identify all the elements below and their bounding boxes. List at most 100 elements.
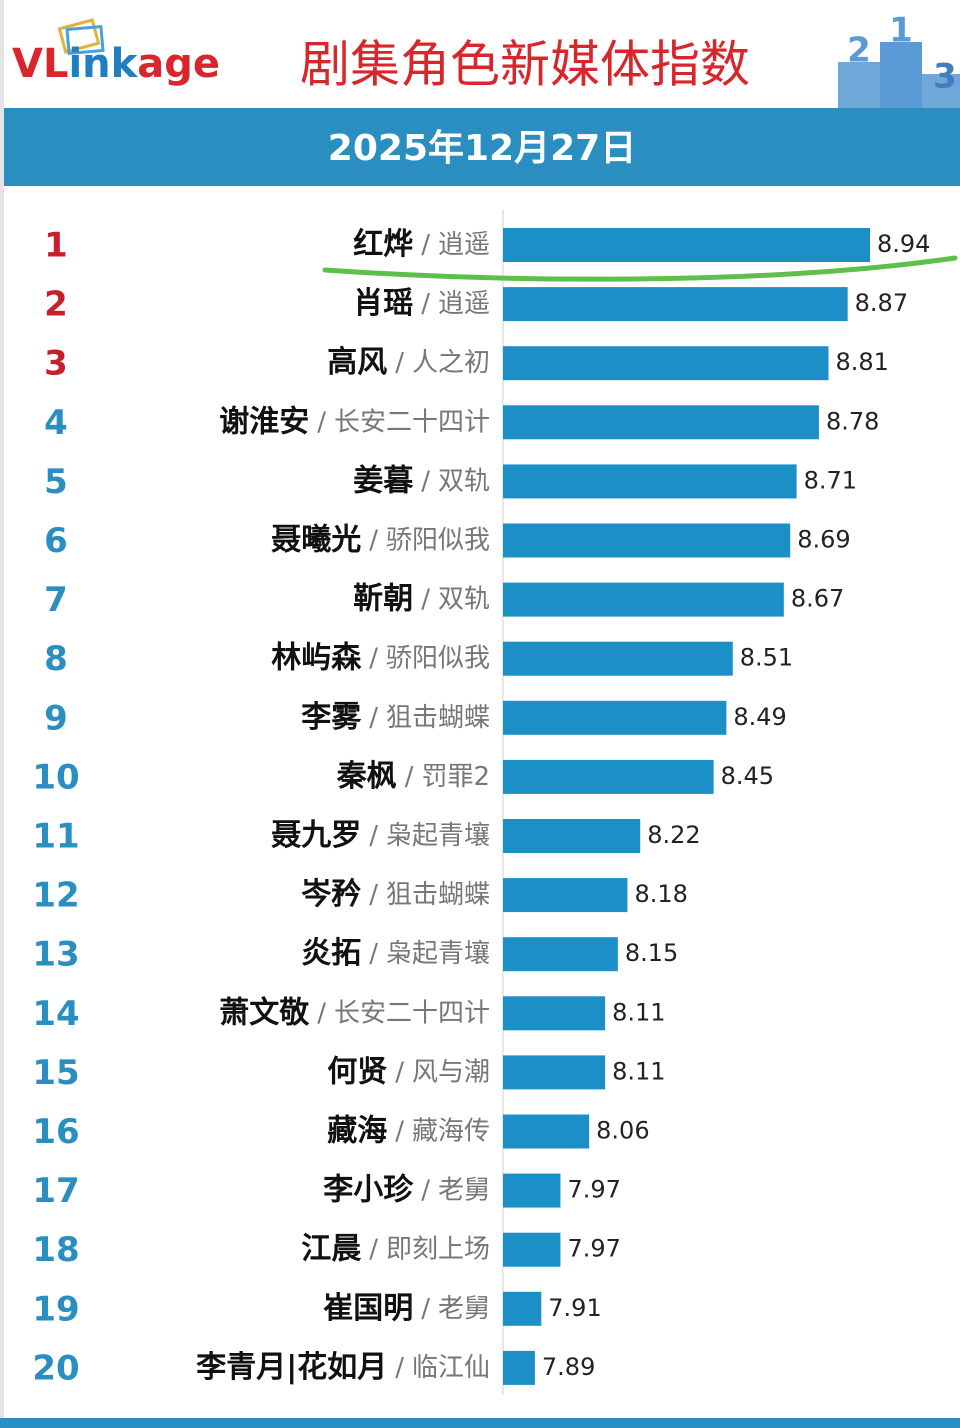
bar <box>503 878 628 913</box>
character-name: 李雾 <box>301 699 362 734</box>
separator: / <box>421 466 430 496</box>
rank: 8 <box>44 639 68 679</box>
value-label: 8.81 <box>836 348 889 376</box>
podium-label: 2 <box>847 31 871 71</box>
character-name: 李青月|花如月 <box>196 1349 387 1384</box>
drama-name: 双轨 <box>438 584 490 614</box>
drama-name: 骄阳似我 <box>386 525 490 555</box>
rank: 12 <box>32 876 79 916</box>
rank: 13 <box>32 935 79 975</box>
bar <box>503 582 784 617</box>
character-name: 崔国明 <box>323 1290 413 1325</box>
podium: 2 1 3 <box>838 11 960 108</box>
value-label: 8.51 <box>740 644 793 672</box>
separator: / <box>369 1234 378 1264</box>
bar <box>503 1232 561 1267</box>
logo-part: age <box>137 41 220 87</box>
separator: / <box>421 584 430 614</box>
drama-name: 藏海传 <box>412 1116 490 1146</box>
character-name: 江晨 <box>301 1231 362 1266</box>
bar <box>503 1055 606 1090</box>
separator: / <box>369 880 378 910</box>
bar <box>503 228 870 262</box>
rank: 14 <box>32 994 79 1034</box>
bar <box>503 1114 590 1149</box>
drama-name: 老舅 <box>438 1293 490 1323</box>
rank: 1 <box>44 226 68 266</box>
footer-band <box>0 1418 960 1428</box>
left-edge <box>0 0 4 1428</box>
value-label: 8.45 <box>721 762 774 790</box>
value-label: 8.78 <box>826 407 879 435</box>
character-name: 何贤 <box>327 1054 387 1089</box>
value-label: 8.71 <box>804 466 857 494</box>
separator: / <box>421 230 430 260</box>
drama-name: 双轨 <box>438 466 490 496</box>
bar <box>503 759 714 794</box>
value-label: 7.97 <box>567 1235 620 1263</box>
value-label: 7.89 <box>542 1353 595 1381</box>
rank: 7 <box>44 580 68 620</box>
drama-name: 枭起青壤 <box>386 939 490 969</box>
drama-name: 枭起青壤 <box>386 821 490 851</box>
value-label: 8.11 <box>612 1057 665 1085</box>
character-name: 聂曦光 <box>271 522 361 557</box>
drama-name: 人之初 <box>412 348 490 378</box>
character-name: 岑矜 <box>301 877 361 912</box>
separator: / <box>405 761 414 791</box>
value-label: 8.69 <box>797 526 850 554</box>
value-label: 8.94 <box>877 230 930 258</box>
separator: / <box>369 702 378 732</box>
rank: 4 <box>44 403 68 443</box>
logo: VLinkage <box>12 41 220 87</box>
row-label: 岑矜 / 狙击蝴蝶 <box>301 877 490 912</box>
separator: / <box>395 1116 404 1146</box>
character-name: 谢淮安 <box>219 404 309 439</box>
rank: 17 <box>32 1171 79 1211</box>
value-label: 8.67 <box>791 585 844 613</box>
drama-name: 长安二十四计 <box>334 998 490 1028</box>
row-label: 谢淮安 / 长安二十四计 <box>219 404 490 439</box>
rank: 9 <box>44 698 68 738</box>
value-label: 7.97 <box>567 1176 620 1204</box>
separator: / <box>395 348 404 378</box>
drama-name: 临江仙 <box>412 1352 490 1382</box>
rank: 20 <box>32 1348 79 1388</box>
separator: / <box>421 289 430 319</box>
drama-name: 风与潮 <box>412 1057 490 1087</box>
drama-name: 逍遥 <box>438 230 490 260</box>
bar <box>503 346 829 381</box>
podium-label: 1 <box>889 11 913 51</box>
bar <box>503 937 618 972</box>
row-label: 李青月|花如月 / 临江仙 <box>196 1349 490 1384</box>
header-band <box>4 108 960 186</box>
value-label: 8.15 <box>625 939 678 967</box>
row-label: 萧文敬 / 长安二十四计 <box>219 995 490 1030</box>
character-name: 萧文敬 <box>219 995 310 1030</box>
logo-icon <box>57 18 105 56</box>
value-label: 8.11 <box>612 998 665 1026</box>
value-label: 8.49 <box>733 703 786 731</box>
value-label: 8.22 <box>647 821 700 849</box>
bar <box>503 996 606 1031</box>
separator: / <box>317 407 326 437</box>
character-name: 肖瑶 <box>353 286 413 321</box>
row-label: 炎拓 / 枭起青壤 <box>301 936 490 971</box>
bar <box>503 641 733 676</box>
bar <box>503 819 641 853</box>
row-label: 靳朝 / 双轨 <box>353 581 490 616</box>
rank: 5 <box>44 462 68 502</box>
character-name: 姜暮 <box>353 463 414 498</box>
row-label: 聂九罗 / 枭起青壤 <box>271 818 490 853</box>
row-label: 肖瑶 / 逍遥 <box>353 286 490 321</box>
rank: 3 <box>44 344 68 384</box>
character-name: 藏海 <box>327 1113 387 1148</box>
logo-part: VL <box>12 41 68 87</box>
rank: 11 <box>32 817 79 857</box>
bar <box>503 1350 535 1385</box>
separator: / <box>369 643 378 673</box>
character-name: 聂九罗 <box>271 818 361 853</box>
separator: / <box>369 821 378 851</box>
row-label: 林屿森 / 骄阳似我 <box>271 640 490 675</box>
